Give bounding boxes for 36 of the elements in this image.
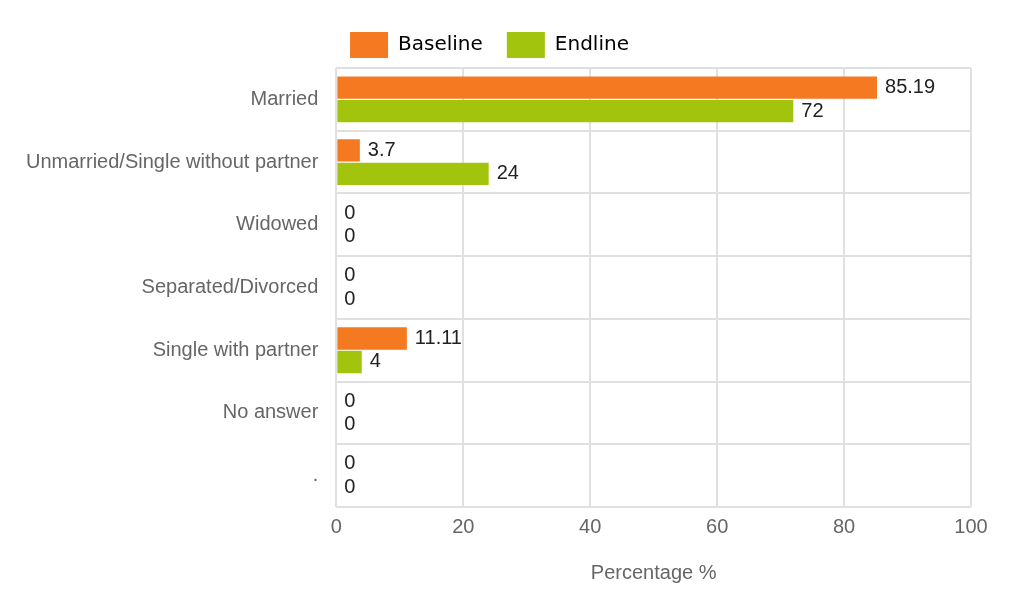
bar <box>337 99 794 123</box>
x-tick-label: 20 <box>452 514 475 537</box>
bar <box>337 76 878 99</box>
y-tick-label: . <box>312 463 319 486</box>
data-label: 11.11 <box>414 325 462 348</box>
data-label: 0 <box>344 263 356 286</box>
legend-label: Baseline <box>398 31 483 56</box>
data-label: 4 <box>369 349 381 372</box>
data-label: 0 <box>344 286 356 309</box>
x-tick-label: 0 <box>330 514 342 537</box>
y-tick-label: Married <box>250 86 319 109</box>
data-label: 0 <box>344 224 356 247</box>
bar <box>337 139 360 162</box>
x-tick-label: 100 <box>954 514 988 537</box>
data-label: 3.7 <box>367 137 396 160</box>
x-tick-label: 80 <box>832 514 856 537</box>
y-tick-label: Separated/Divorced <box>141 275 319 298</box>
data-label: 24 <box>496 161 519 184</box>
bar <box>337 327 407 350</box>
y-tick-label: Widowed <box>236 212 319 235</box>
data-label: 85.19 <box>885 75 936 98</box>
y-tick-label: Unmarried/Single without partner <box>25 149 319 172</box>
bar <box>337 162 489 185</box>
x-axis-title: Percentage % <box>590 560 717 583</box>
data-label: 0 <box>344 388 356 411</box>
x-tick-label: 60 <box>706 514 729 537</box>
data-label: 0 <box>344 200 356 223</box>
data-label: 0 <box>344 474 356 497</box>
bar <box>337 350 362 374</box>
data-label: 0 <box>344 451 356 474</box>
data-label: 72 <box>801 98 824 121</box>
legend-label: Endline <box>554 31 629 56</box>
x-tick-label: 40 <box>579 514 602 537</box>
y-tick-label: Single with partner <box>152 337 319 360</box>
y-tick-label: No answer <box>222 400 319 423</box>
data-label: 0 <box>344 412 356 435</box>
